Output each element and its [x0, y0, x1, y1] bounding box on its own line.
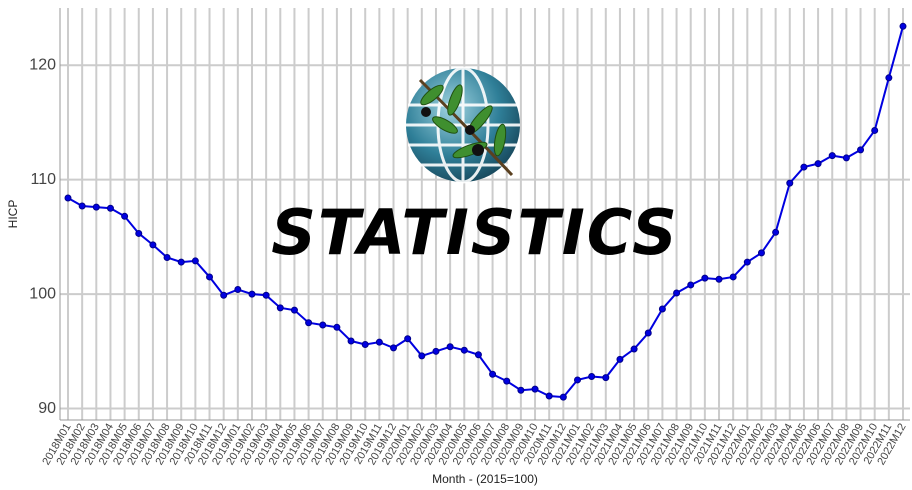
point	[588, 373, 596, 381]
point	[885, 74, 893, 82]
point	[786, 179, 794, 187]
plot	[64, 22, 907, 401]
point	[531, 385, 539, 393]
point	[772, 228, 780, 236]
point	[899, 22, 907, 30]
point	[842, 154, 850, 162]
point	[375, 338, 383, 346]
point	[489, 370, 497, 378]
point	[559, 393, 567, 401]
point	[220, 291, 228, 299]
point	[658, 305, 666, 313]
point	[262, 291, 270, 299]
point	[715, 275, 723, 283]
point	[404, 335, 412, 343]
point	[135, 229, 143, 237]
line	[67, 26, 904, 399]
point	[446, 343, 454, 351]
point	[743, 258, 751, 266]
point	[814, 160, 822, 168]
point	[149, 241, 157, 249]
point	[757, 249, 765, 257]
point	[432, 347, 440, 355]
watermark: STATISTICS	[271, 196, 679, 269]
grid: 901001101202018M012018M022018M032018M042…	[29, 8, 910, 467]
point	[78, 202, 86, 210]
point	[248, 290, 256, 298]
y-tick-label: 100	[29, 285, 56, 302]
point	[673, 289, 681, 297]
point	[871, 126, 879, 134]
point	[460, 346, 468, 354]
point	[319, 321, 327, 329]
point	[106, 204, 114, 212]
point	[701, 274, 709, 282]
y-tick-label: 90	[38, 400, 56, 417]
point	[545, 392, 553, 400]
y-tick-label: 110	[30, 171, 56, 188]
y-axis-label: HICP	[6, 200, 20, 229]
point	[290, 306, 298, 314]
point	[276, 304, 284, 312]
point	[418, 352, 426, 360]
point	[305, 319, 313, 327]
y-tick-label: 120	[29, 56, 56, 73]
point	[333, 323, 341, 331]
point	[206, 273, 214, 281]
point	[64, 194, 72, 202]
point	[602, 374, 610, 382]
point	[234, 286, 242, 294]
point	[687, 281, 695, 289]
point	[828, 152, 836, 160]
point	[573, 376, 581, 384]
point	[163, 253, 171, 261]
point	[92, 203, 100, 211]
x-axis-label: Month - (2015=100)	[432, 472, 538, 486]
point	[729, 273, 737, 281]
point	[644, 329, 652, 337]
point	[616, 355, 624, 363]
point	[474, 351, 482, 359]
point	[857, 146, 865, 154]
point	[177, 258, 185, 266]
point	[121, 212, 129, 220]
point	[630, 345, 638, 353]
point	[390, 344, 398, 352]
logo	[406, 66, 520, 184]
point	[361, 340, 369, 348]
point	[800, 163, 808, 171]
point	[347, 337, 355, 345]
point	[503, 377, 511, 385]
point	[517, 386, 525, 394]
point	[191, 257, 199, 265]
